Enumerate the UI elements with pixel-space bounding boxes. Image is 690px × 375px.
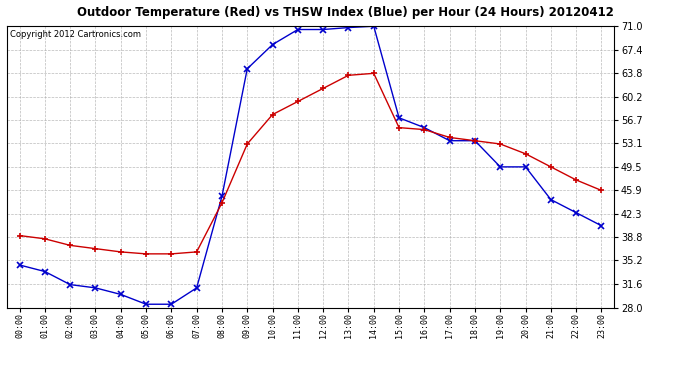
Text: Copyright 2012 Cartronics.com: Copyright 2012 Cartronics.com <box>10 30 141 39</box>
Text: Outdoor Temperature (Red) vs THSW Index (Blue) per Hour (24 Hours) 20120412: Outdoor Temperature (Red) vs THSW Index … <box>77 6 613 19</box>
